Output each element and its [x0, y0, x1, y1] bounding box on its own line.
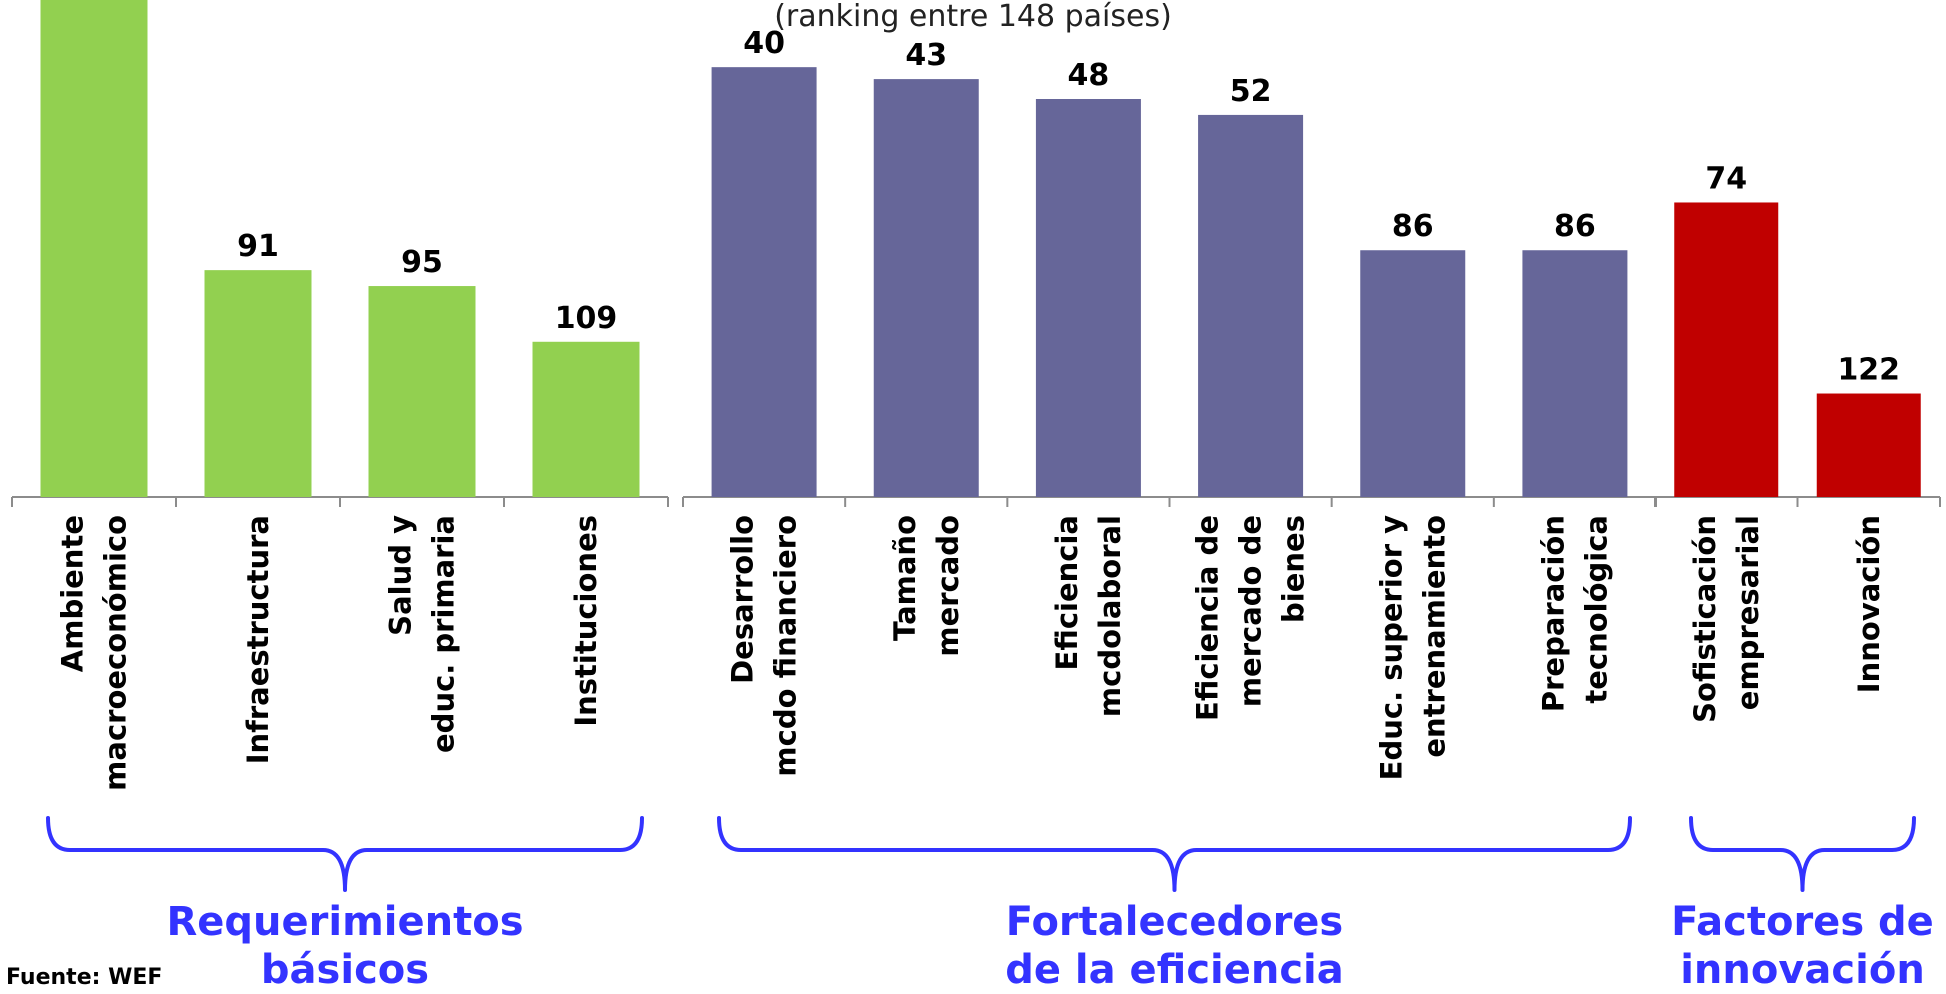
category-label-line: mercado [931, 515, 965, 657]
category-label-line: mcdolaboral [1093, 515, 1127, 717]
category-label-line: mcdo financiero [769, 515, 803, 777]
chart-subtitle: (ranking entre 148 países) [774, 0, 1172, 34]
bar-value-label: 95 [401, 245, 443, 280]
category-label: Instituciones [569, 515, 603, 727]
group-2: 40 Desarrollo mcdo financiero 43 Tamaño merca… [682, 26, 1657, 993]
category-label: Ambiente macroeconómico [56, 515, 133, 791]
group-label-line: Factores de [1671, 899, 1934, 945]
group-brace [46, 816, 644, 892]
group-label-line: básicos [261, 947, 429, 993]
bar [873, 79, 979, 497]
bar [1360, 250, 1466, 497]
category-label-line: Sofisticación [1688, 515, 1722, 723]
category-label: Salud y educ. primaria [384, 515, 461, 753]
category-label: Tamaño mercado [888, 515, 965, 657]
group-label: Requerimientos básicos [166, 899, 523, 993]
category-label-line: Infraestructura [241, 515, 275, 764]
bar-value-label: 91 [237, 229, 279, 264]
group-label-line: de la eficiencia [1005, 947, 1344, 993]
bar-value-label: 86 [1554, 209, 1596, 244]
category-label: Preparación tecnológica [1536, 515, 1613, 712]
bar [711, 67, 817, 497]
bar [1816, 393, 1921, 497]
category-label-line: Desarrollo [726, 515, 760, 684]
category-label: Educ. superior y entrenamiento [1374, 515, 1451, 780]
bar-value-label: 122 [1837, 353, 1900, 388]
category-label-line: Eficiencia de [1191, 515, 1225, 721]
group-1: 20Ambientemacroeconómico91Infraestructur… [11, 0, 669, 993]
bar [40, 0, 148, 498]
bar [204, 270, 312, 497]
bar [1674, 202, 1779, 498]
bar [1522, 250, 1628, 497]
category-label-line: Tamaño [888, 515, 922, 641]
group-label-line: Requerimientos [166, 899, 523, 945]
category-label-line: empresarial [1731, 515, 1765, 710]
group-3: 74 Sofisticación empresarial 122 Innovación F… [1654, 161, 1941, 993]
group-label: Factores de innovación [1671, 899, 1934, 993]
bar-value-label: 43 [905, 38, 947, 73]
category-label-line: Instituciones [569, 515, 603, 727]
category-label-line: Eficiencia [1050, 515, 1084, 670]
category-label-line: tecnológica [1579, 515, 1613, 704]
group-label-line: innovación [1680, 947, 1925, 993]
category-label-line: macroeconómico [99, 515, 133, 791]
group-brace [717, 816, 1632, 892]
bar-value-label: 40 [743, 26, 785, 61]
category-label: Sofisticación empresarial [1688, 515, 1765, 723]
category-label: Eficiencia mcdolaboral [1050, 515, 1127, 717]
category-label: Infraestructura [241, 515, 275, 764]
category-label-line: Educ. superior y [1374, 515, 1408, 780]
category-label: Eficiencia de mercado de bienes [1191, 515, 1311, 721]
bar-value-label: 86 [1392, 209, 1434, 244]
group-label-line: Fortalecedores [1006, 899, 1343, 945]
category-label-line: entrenamiento [1417, 515, 1451, 758]
bar [368, 286, 476, 497]
plot-area: 20Ambientemacroeconómico91Infraestructur… [11, 0, 1941, 993]
category-label: Desarrollo mcdo financiero [726, 515, 803, 777]
category-label-line: Preparación [1536, 515, 1570, 712]
category-label: Innovación [1852, 515, 1886, 693]
source-note: Fuente: WEF [6, 965, 162, 990]
category-label-line: Salud y [384, 515, 418, 636]
category-label-line: educ. primaria [427, 515, 461, 753]
bar [1035, 99, 1141, 497]
category-label-line: Innovación [1852, 515, 1886, 693]
category-label-line: Ambiente [56, 515, 90, 672]
bar-value-label: 48 [1068, 58, 1110, 93]
bar-value-label: 74 [1705, 161, 1747, 196]
category-label-line: mercado de [1234, 515, 1268, 707]
bar [532, 341, 640, 497]
category-label-line: bienes [1277, 515, 1311, 623]
bar-value-label: 52 [1230, 74, 1272, 109]
group-label: Fortalecedores de la eficiencia [1005, 899, 1344, 993]
bar [1198, 114, 1304, 498]
group-brace [1689, 816, 1916, 892]
bar-value-label: 109 [555, 301, 618, 336]
